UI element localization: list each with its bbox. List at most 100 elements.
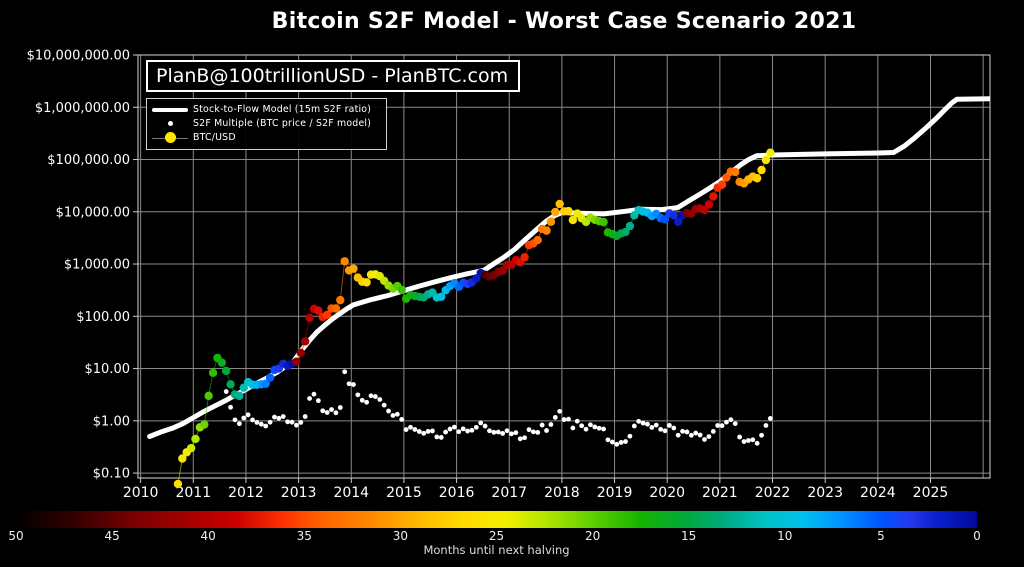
s2f-multiple-dot	[645, 421, 650, 427]
btc-usd-dot	[546, 217, 556, 226]
s2f-multiple-dot	[245, 412, 251, 418]
s2f-multiple-dot	[741, 439, 747, 444]
s2f-multiple-dot	[465, 428, 470, 434]
s2f-multiple-dot	[671, 425, 677, 431]
btc-usd-dot	[722, 173, 731, 182]
s2f-multiple-dot	[601, 426, 606, 432]
colorbar-tick-label: 25	[488, 529, 505, 543]
plot-border	[137, 54, 991, 479]
s2f-multiple-dot	[548, 422, 554, 427]
s2f-multiple-dot	[421, 430, 427, 436]
btc-usd-dot	[533, 235, 542, 245]
s2f-multiple-dot	[412, 427, 418, 432]
s2f-multiple-dot	[728, 417, 734, 423]
s2f-multiple-dot	[456, 429, 462, 435]
btc-usd-dot	[204, 391, 213, 401]
colorbar-tick-label: 10	[777, 529, 793, 543]
s2f-multiple-dot	[289, 419, 295, 425]
colorbar-tick-label: 35	[296, 529, 312, 543]
s2f-multiple-dot	[763, 423, 769, 428]
btc-usd-dot	[564, 206, 573, 216]
legend-label-btc: BTC/USD	[193, 132, 236, 143]
s2f-multiple-dot	[636, 418, 642, 424]
btc-usd-dot	[292, 357, 301, 366]
btc-usd-dot	[208, 368, 218, 377]
s2f-multiple-dot	[495, 429, 501, 435]
s2f-multiple-dot	[263, 423, 269, 429]
btc-usd-dot	[349, 264, 358, 273]
s2f-multiple-dot	[710, 428, 716, 434]
btc-usd-dot	[178, 454, 187, 463]
x-axis-label: 2017	[491, 485, 527, 501]
y-axis-label: $10,000.00	[56, 205, 130, 220]
s2f-multiple-dot	[478, 420, 484, 426]
s2f-multiple-dot	[517, 436, 523, 442]
s2f-multiple-dot	[285, 419, 291, 425]
s2f-multiple-dot	[513, 430, 519, 436]
legend-item-multiple: S2F Multiple (BTC price / S2F model)	[147, 117, 386, 130]
btc-usd-dot	[235, 391, 244, 401]
s2f-multiple-dot	[504, 428, 510, 434]
legend-box: Stock-to-Flow Model (15m S2F ratio) S2F …	[146, 98, 387, 150]
s2f-multiple-dot	[618, 440, 624, 445]
x-axis-label: 2018	[544, 485, 580, 501]
x-axis-label: 2022	[755, 485, 791, 501]
s2f-multiple-dot	[745, 438, 751, 443]
s2f-multiple-dot	[649, 425, 655, 430]
x-axis-label: 2021	[702, 485, 738, 501]
s2f-multiple-dot	[236, 421, 242, 427]
s2f-multiple-dot	[272, 414, 277, 420]
s2f-multiple-dot	[355, 392, 361, 398]
x-axis-label: 2024	[860, 485, 896, 501]
s2f-multiple-dot	[697, 432, 703, 438]
s2f-multiple-dot	[566, 416, 571, 422]
btc-usd-dot	[300, 337, 310, 346]
colorbar-tick-label: 30	[392, 529, 409, 543]
y-axis-label: $100,000.00	[47, 153, 130, 168]
btc-usd-dot	[621, 227, 630, 237]
btc-usd-dot	[217, 358, 227, 367]
stock-to-flow-model-line	[147, 96, 990, 439]
s2f-multiple-dot	[684, 429, 690, 435]
s2f-multiple-dot	[451, 424, 457, 430]
s2f-multiple-dot	[640, 420, 646, 426]
s2f-multiple-dot	[460, 426, 466, 432]
s2f-multiple-dot	[688, 432, 694, 438]
s2f-multiple-dot	[333, 410, 339, 416]
s2f-multiple-dot	[254, 419, 260, 425]
s2f-multiple-dot	[737, 434, 743, 440]
btc-usd-dot	[226, 380, 235, 389]
y-axis-label: $1,000.00	[64, 258, 130, 273]
btc-usd-dot	[314, 306, 323, 315]
btc-usd-dot	[336, 295, 345, 305]
model-line-swatch	[147, 107, 193, 112]
s2f-multiple-dot	[223, 389, 229, 394]
btc-usd-dot	[599, 217, 608, 227]
btc-usd-dot	[673, 217, 683, 226]
s2f-multiple-dot	[368, 393, 374, 399]
s2f-multiple-dot	[482, 423, 488, 429]
btc-usd-dot	[186, 443, 196, 453]
btc-usd-dot	[660, 215, 670, 224]
s2f-multiple-dot	[662, 428, 668, 434]
s2f-multiple-dot	[390, 413, 396, 418]
btc-usd-dot	[437, 292, 446, 302]
s2f-multiple-dot	[693, 430, 699, 436]
s2f-multiple-dot	[408, 424, 413, 430]
y-axis-label: $10.00	[85, 362, 131, 377]
s2f-multiple-dot	[706, 434, 712, 440]
btc-usd-dot	[625, 221, 635, 231]
s2f-multiple-dot	[724, 419, 729, 425]
s2f-multiple-dot	[267, 419, 273, 425]
btc-usd-dot	[261, 379, 270, 389]
s2f-multiple-dot	[614, 441, 620, 447]
s2f-multiple-dot	[359, 397, 365, 403]
y-axis-label: $0.10	[93, 467, 130, 482]
s2f-multiple-dot	[491, 429, 497, 435]
x-axis-label: 2010	[123, 485, 159, 501]
s2f-multiple-dot	[583, 426, 589, 432]
s2f-multiple-dot	[596, 425, 602, 431]
s2f-multiple-dot	[377, 397, 383, 402]
btc-usd-dot	[731, 167, 740, 177]
s2f-multiple-dot	[315, 398, 321, 404]
